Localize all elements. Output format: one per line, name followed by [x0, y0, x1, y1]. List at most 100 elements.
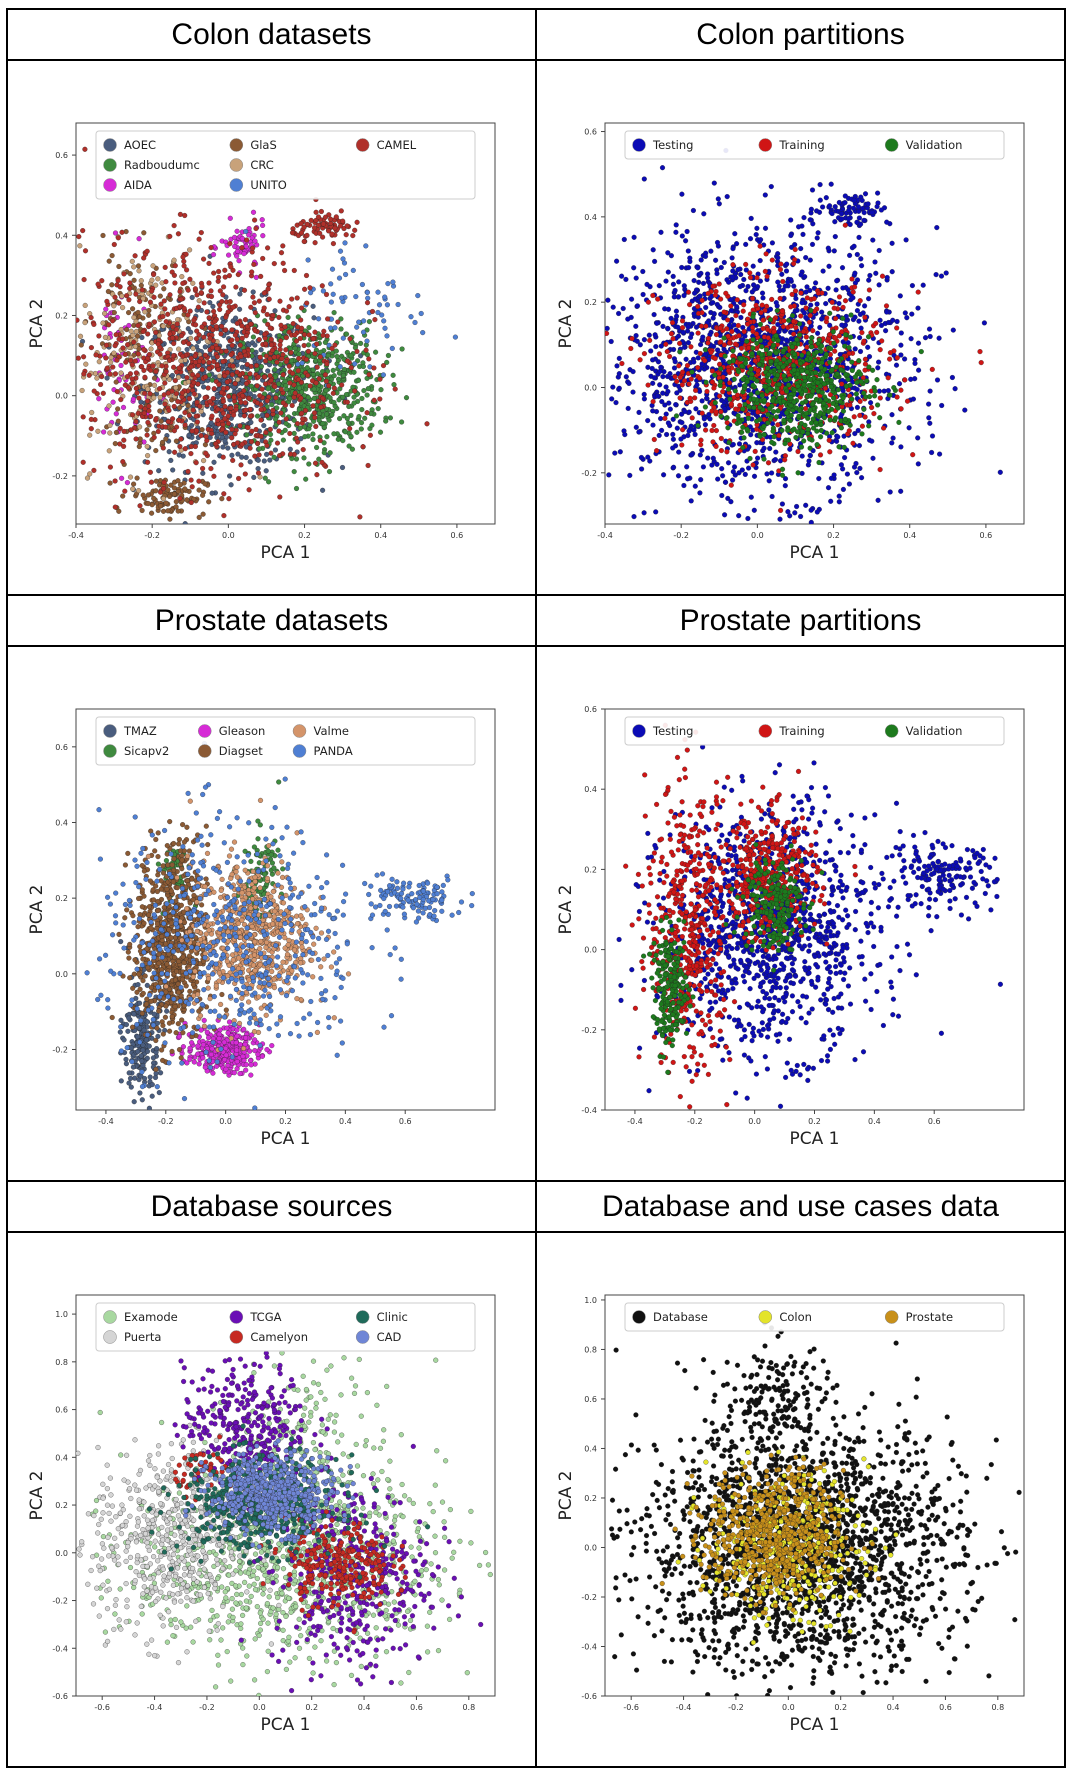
- data-point: [711, 422, 717, 429]
- data-point: [153, 488, 159, 494]
- data-point: [262, 374, 268, 380]
- data-point: [99, 374, 105, 380]
- data-point: [95, 281, 101, 287]
- data-point: [898, 352, 904, 358]
- data-point: [698, 442, 704, 448]
- plot-frame: [604, 122, 1025, 525]
- data-point: [113, 429, 119, 436]
- legend-label: AOEC: [124, 138, 156, 152]
- data-point: [295, 439, 301, 445]
- data-point: [148, 367, 154, 373]
- data-point: [645, 382, 651, 388]
- data-point: [741, 329, 747, 335]
- data-point: [210, 252, 217, 258]
- data-point: [403, 395, 410, 401]
- data-point: [695, 330, 701, 336]
- data-point: [130, 306, 136, 312]
- data-point: [738, 314, 744, 321]
- data-point: [650, 292, 656, 299]
- data-point: [733, 327, 739, 333]
- data-point: [167, 233, 173, 239]
- data-point: [340, 438, 346, 444]
- data-point: [283, 335, 289, 341]
- data-point: [221, 491, 227, 497]
- data-point: [81, 277, 87, 283]
- data-point: [217, 288, 223, 294]
- data-point: [641, 337, 647, 343]
- data-point: [307, 383, 313, 389]
- data-point: [798, 313, 804, 319]
- data-point: [847, 252, 853, 258]
- data-point: [926, 415, 932, 421]
- data-point: [196, 478, 202, 484]
- data-point: [308, 217, 314, 223]
- data-point: [828, 498, 834, 504]
- data-point: [252, 310, 258, 316]
- data-point: [270, 407, 276, 413]
- data-point: [699, 398, 705, 404]
- data-point: [198, 307, 204, 313]
- data-point: [319, 459, 325, 465]
- data-point: [382, 325, 388, 331]
- data-point: [76, 234, 82, 240]
- data-point: [310, 336, 316, 342]
- data-point: [619, 273, 625, 279]
- data-point: [412, 319, 418, 326]
- data-point: [653, 344, 659, 350]
- data-point: [875, 365, 881, 371]
- data-point: [352, 227, 358, 233]
- data-point: [219, 389, 225, 396]
- data-point: [692, 395, 698, 401]
- data-point: [779, 501, 785, 507]
- data-point: [333, 348, 339, 354]
- data-point: [267, 426, 273, 432]
- data-point: [698, 323, 705, 329]
- data-point: [129, 412, 136, 418]
- data-point: [135, 322, 141, 329]
- data-point: [748, 494, 754, 500]
- data-point: [201, 256, 207, 262]
- data-point: [683, 238, 689, 244]
- data-point: [679, 411, 685, 417]
- data-point: [792, 510, 798, 516]
- data-point: [167, 516, 173, 522]
- data-point: [289, 230, 296, 236]
- data-point: [176, 452, 182, 458]
- data-point: [227, 299, 233, 305]
- data-point: [253, 225, 259, 232]
- data-point: [312, 351, 318, 357]
- data-point: [672, 287, 678, 294]
- data-point: [889, 440, 895, 446]
- data-point: [659, 427, 665, 433]
- data-point: [769, 240, 775, 246]
- data-point: [185, 287, 191, 293]
- data-point: [753, 232, 759, 238]
- legend-marker: [229, 138, 244, 152]
- data-point: [174, 321, 180, 327]
- data-point: [791, 283, 797, 289]
- data-point: [287, 446, 293, 452]
- data-point: [803, 255, 809, 261]
- data-point: [369, 422, 375, 428]
- data-point: [675, 324, 681, 330]
- data-point: [671, 294, 677, 300]
- data-point: [110, 318, 116, 324]
- data-point: [324, 411, 330, 417]
- data-point: [630, 369, 636, 375]
- data-point: [217, 373, 223, 379]
- data-point: [849, 276, 855, 282]
- data-point: [364, 289, 370, 295]
- data-point: [296, 385, 302, 391]
- data-point: [310, 303, 316, 309]
- data-point: [184, 346, 190, 353]
- data-point: [703, 304, 709, 311]
- data-point: [120, 345, 126, 351]
- data-point: [80, 414, 86, 420]
- data-point: [161, 298, 167, 304]
- data-point: [220, 359, 226, 365]
- data-point: [638, 454, 644, 461]
- data-point: [228, 482, 234, 488]
- data-point: [267, 431, 274, 437]
- data-point: [620, 305, 626, 312]
- data-point: [354, 324, 360, 330]
